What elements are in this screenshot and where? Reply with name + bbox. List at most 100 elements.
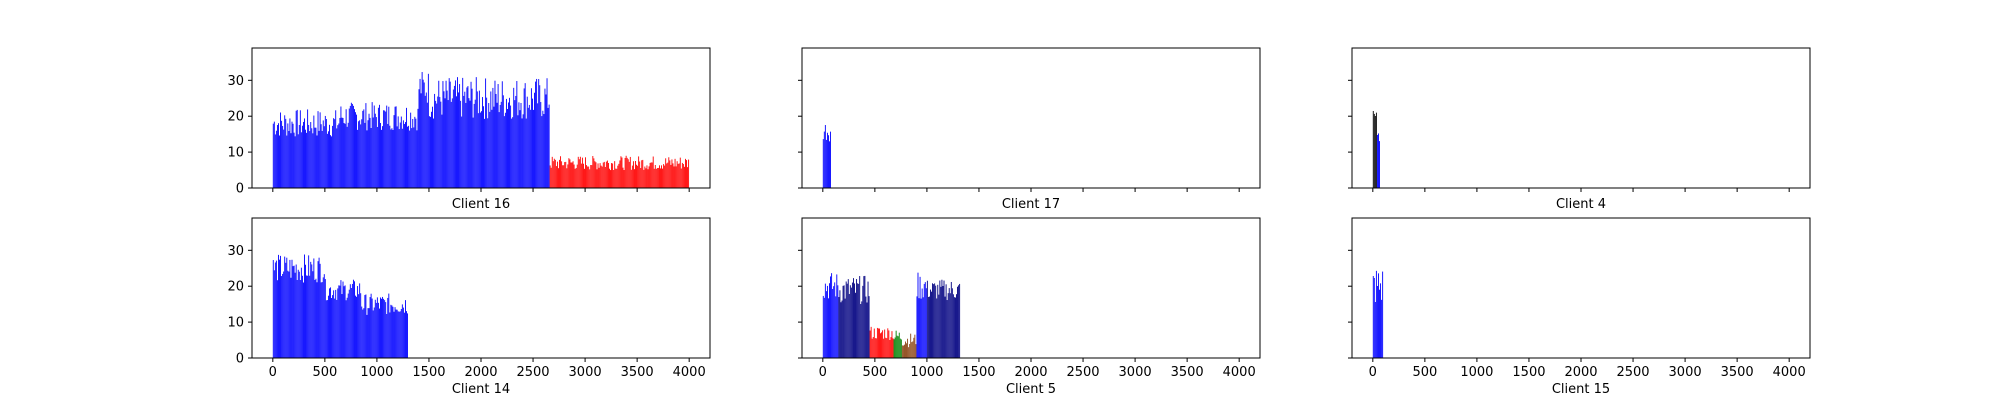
bar (381, 129, 382, 188)
bar (315, 127, 317, 188)
bar (274, 262, 276, 358)
bar (591, 165, 593, 188)
bar (313, 258, 315, 358)
bar (373, 105, 375, 188)
bar (475, 77, 477, 188)
bar (454, 80, 456, 188)
bar (1375, 112, 1377, 188)
bar (869, 330, 871, 358)
bar (300, 267, 302, 358)
bar (956, 294, 957, 358)
bar (680, 168, 682, 188)
bar (951, 288, 953, 358)
bar (402, 307, 404, 358)
bar (875, 338, 877, 358)
bar (937, 284, 939, 358)
bar (375, 117, 377, 188)
bar (601, 166, 603, 188)
bar (374, 113, 376, 188)
bar (838, 297, 840, 358)
bar (822, 139, 824, 188)
bar (598, 167, 600, 188)
bar (462, 77, 464, 188)
bar (545, 94, 547, 188)
bar (387, 297, 389, 358)
bar (399, 311, 401, 358)
bar (830, 131, 831, 188)
bar (555, 166, 557, 188)
bar (500, 101, 502, 188)
chart-panel-5: 0 500 1000 1500 2000 2500 3000 3500 4000 Client 5 (798, 217, 1261, 397)
x-tick-label: 0 (819, 365, 827, 380)
bar (485, 78, 487, 188)
bar (1378, 133, 1379, 188)
bar (518, 102, 520, 188)
bar (884, 329, 886, 358)
bar (824, 283, 826, 358)
bar (846, 283, 848, 358)
bar (868, 296, 870, 358)
bar (558, 168, 559, 188)
bar (391, 128, 393, 188)
bar (553, 158, 555, 188)
bar (483, 106, 484, 188)
bar (943, 280, 945, 358)
bar (682, 164, 684, 188)
bar (335, 289, 337, 358)
bar (918, 298, 920, 358)
bar (385, 302, 387, 358)
bar (272, 260, 274, 358)
bar (859, 276, 861, 358)
bar (568, 158, 570, 188)
bar (409, 130, 411, 188)
bar (327, 295, 329, 358)
bar (296, 109, 298, 188)
bar (593, 158, 595, 188)
bar (512, 117, 514, 188)
bar (944, 296, 946, 358)
bar (844, 298, 846, 358)
bar (624, 157, 626, 188)
bar (329, 124, 330, 188)
bar (278, 123, 279, 188)
bar (904, 344, 905, 358)
bar (866, 302, 868, 358)
bar (541, 116, 543, 188)
bar (678, 163, 680, 188)
bar (891, 331, 893, 358)
bar (950, 281, 952, 358)
bar (295, 264, 297, 358)
bar (686, 160, 687, 188)
bar (897, 336, 899, 358)
bar (310, 122, 312, 188)
bar (945, 284, 947, 358)
bar (292, 123, 294, 188)
bar (443, 91, 445, 188)
chart-panel-4: 0 500 1000 1500 2000 2500 3000 3500 4000 0 10 20 30 C… (227, 217, 711, 397)
bar (916, 296, 918, 358)
bar (898, 332, 900, 358)
bar (367, 120, 369, 188)
bar (864, 275, 866, 358)
bar (492, 87, 494, 188)
bar (363, 308, 365, 358)
bar (895, 330, 897, 358)
bar (318, 130, 320, 188)
bar (886, 338, 888, 358)
bar (638, 156, 640, 188)
bar (614, 161, 616, 188)
chart-panel-1: 0 10 20 30 Client 16 (227, 47, 711, 212)
bar (663, 164, 665, 188)
bar (369, 117, 371, 188)
bar (592, 156, 594, 188)
bar (400, 308, 402, 358)
bar (301, 275, 303, 358)
bar (285, 118, 287, 188)
bar (832, 288, 834, 358)
bar (569, 159, 571, 188)
bar (1374, 301, 1376, 358)
bar (574, 168, 576, 188)
bar (542, 110, 544, 188)
bar (528, 104, 530, 188)
bar (874, 338, 876, 358)
